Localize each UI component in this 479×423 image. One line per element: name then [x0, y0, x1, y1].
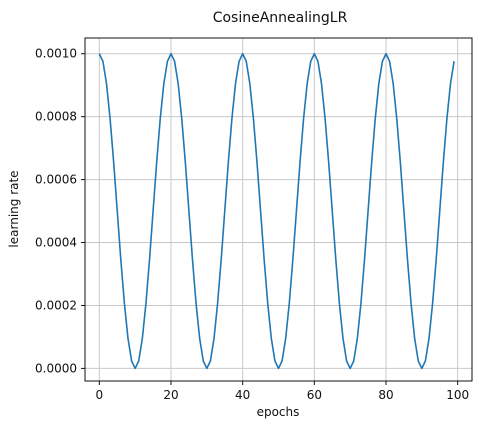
y-tick-label: 0.0008	[35, 110, 77, 124]
y-tick-label: 0.0002	[35, 298, 77, 312]
x-tick-label: 20	[163, 388, 178, 402]
y-tick-label: 0.0006	[35, 173, 77, 187]
x-tick-label: 40	[235, 388, 250, 402]
plot-area-frame	[84, 37, 473, 382]
y-tick-label: 0.0010	[35, 47, 77, 61]
x-tick-label: 80	[378, 388, 393, 402]
x-tick-label: 60	[307, 388, 322, 402]
x-axis-label: epochs	[257, 405, 300, 419]
learning-rate-line	[98, 52, 455, 370]
y-tick-label: 0.0004	[35, 236, 77, 250]
grid	[85, 38, 472, 381]
axis-ticks: 0 20 40 60 80 100 0.0000 0.0002 0.0004 0.0006 0.00…	[35, 47, 469, 402]
x-tick-label: 0	[96, 388, 104, 402]
x-tick-label: 100	[446, 388, 469, 402]
y-tick-label: 0.0000	[35, 361, 77, 375]
series-layer	[98, 52, 455, 370]
chart-title: CosineAnnealingLR	[213, 10, 348, 26]
y-axis-label: learning rate	[7, 170, 21, 247]
